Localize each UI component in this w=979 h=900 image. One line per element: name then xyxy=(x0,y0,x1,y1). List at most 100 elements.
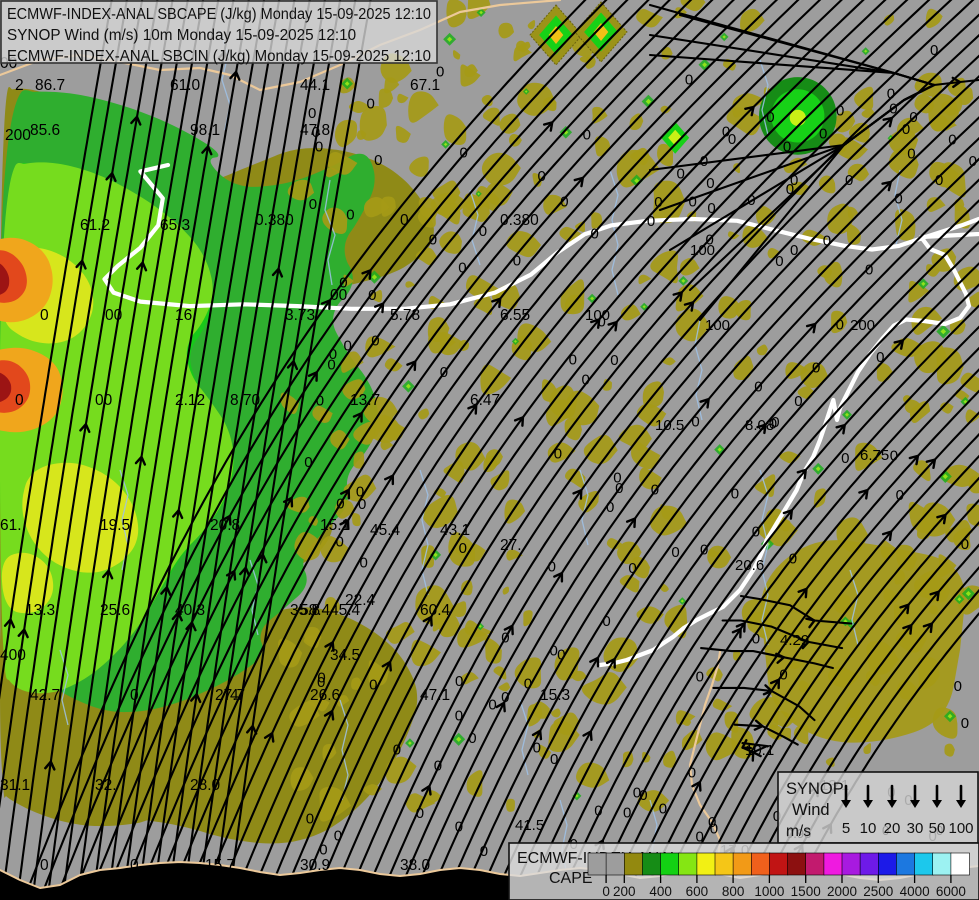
svg-text:0: 0 xyxy=(339,274,347,291)
svg-text:0.380: 0.380 xyxy=(500,212,539,229)
svg-text:0: 0 xyxy=(722,124,730,141)
svg-text:0: 0 xyxy=(336,533,344,550)
svg-text:15.3: 15.3 xyxy=(540,687,570,704)
svg-text:ECMWF-INDEX-ANAL SBCIN (J/kg): ECMWF-INDEX-ANAL SBCIN (J/kg) Monday 15-… xyxy=(7,48,431,65)
svg-text:0.380: 0.380 xyxy=(255,212,294,229)
svg-text:0: 0 xyxy=(710,821,718,838)
svg-text:0: 0 xyxy=(479,223,487,240)
svg-text:0: 0 xyxy=(533,740,541,757)
svg-text:0: 0 xyxy=(823,233,831,250)
svg-text:0: 0 xyxy=(889,100,897,117)
svg-text:0: 0 xyxy=(538,168,546,185)
svg-text:100: 100 xyxy=(585,307,610,324)
svg-text:0: 0 xyxy=(779,667,787,684)
svg-text:30: 30 xyxy=(907,820,924,837)
svg-text:0: 0 xyxy=(501,689,509,706)
svg-text:44.1: 44.1 xyxy=(300,77,330,94)
svg-text:10.1: 10.1 xyxy=(745,742,774,759)
svg-text:15.7: 15.7 xyxy=(205,857,235,874)
svg-text:0: 0 xyxy=(954,678,962,695)
svg-text:0: 0 xyxy=(671,544,679,561)
svg-text:0: 0 xyxy=(130,687,139,704)
svg-text:0: 0 xyxy=(613,469,621,486)
svg-text:0: 0 xyxy=(346,206,354,223)
svg-text:0: 0 xyxy=(651,481,659,498)
svg-text:0: 0 xyxy=(594,803,602,820)
svg-text:38.0: 38.0 xyxy=(400,857,431,874)
svg-text:0: 0 xyxy=(455,819,463,836)
svg-text:0: 0 xyxy=(315,139,323,156)
svg-text:0: 0 xyxy=(480,843,488,860)
svg-text:98.1: 98.1 xyxy=(190,122,220,139)
svg-text:6.47: 6.47 xyxy=(470,392,500,409)
svg-text:0: 0 xyxy=(948,132,956,149)
svg-text:0: 0 xyxy=(606,499,614,516)
svg-text:0: 0 xyxy=(393,742,401,759)
svg-text:61.: 61. xyxy=(0,517,22,534)
svg-text:0: 0 xyxy=(455,673,463,690)
svg-text:47.1: 47.1 xyxy=(420,687,450,704)
svg-text:0: 0 xyxy=(894,191,902,208)
svg-text:4000: 4000 xyxy=(900,884,930,899)
svg-text:0: 0 xyxy=(591,226,599,243)
svg-text:10.5: 10.5 xyxy=(655,417,684,434)
svg-text:42.7: 42.7 xyxy=(30,687,60,704)
svg-text:0: 0 xyxy=(344,337,352,354)
svg-text:0: 0 xyxy=(654,194,662,211)
svg-text:100: 100 xyxy=(948,820,973,837)
svg-text:0: 0 xyxy=(969,153,977,170)
svg-text:0: 0 xyxy=(334,828,342,845)
svg-text:100: 100 xyxy=(705,317,730,334)
svg-text:61.2: 61.2 xyxy=(80,217,110,234)
svg-text:ECMWF-INDEX-ANAL SBCAPE (J/kg): ECMWF-INDEX-ANAL SBCAPE (J/kg) Monday 15… xyxy=(7,6,431,23)
svg-text:0: 0 xyxy=(754,378,762,395)
svg-text:0: 0 xyxy=(488,697,496,714)
svg-text:0: 0 xyxy=(429,232,437,249)
svg-text:0: 0 xyxy=(554,446,562,463)
svg-text:0: 0 xyxy=(360,554,368,571)
svg-text:61.0: 61.0 xyxy=(170,77,201,94)
svg-text:200: 200 xyxy=(613,884,636,899)
svg-text:0: 0 xyxy=(659,801,667,818)
svg-text:0: 0 xyxy=(790,172,798,189)
svg-text:0: 0 xyxy=(358,496,366,513)
svg-text:60.4: 60.4 xyxy=(420,602,451,619)
svg-text:4.29: 4.29 xyxy=(780,632,809,649)
svg-text:0: 0 xyxy=(306,811,314,828)
svg-text:19.5: 19.5 xyxy=(100,517,130,534)
svg-text:13.3: 13.3 xyxy=(25,602,55,619)
svg-text:0: 0 xyxy=(633,785,641,802)
svg-text:6000: 6000 xyxy=(936,884,966,899)
svg-text:0: 0 xyxy=(319,842,327,859)
svg-text:0: 0 xyxy=(819,126,827,143)
svg-text:20.8: 20.8 xyxy=(210,517,240,534)
svg-text:45.4: 45.4 xyxy=(330,602,361,619)
svg-text:6.75: 6.75 xyxy=(860,447,889,464)
svg-text:0: 0 xyxy=(752,630,760,647)
svg-text:13.7: 13.7 xyxy=(350,392,380,409)
svg-text:0: 0 xyxy=(434,757,442,774)
svg-text:43.1: 43.1 xyxy=(440,522,470,539)
svg-text:0: 0 xyxy=(459,540,467,557)
svg-text:0: 0 xyxy=(775,253,783,270)
svg-text:200: 200 xyxy=(850,317,875,334)
svg-text:800: 800 xyxy=(722,884,745,899)
svg-text:2000: 2000 xyxy=(827,884,857,899)
svg-text:0: 0 xyxy=(610,352,618,369)
svg-text:600: 600 xyxy=(686,884,709,899)
svg-text:Wind: Wind xyxy=(792,801,830,819)
svg-text:8.70: 8.70 xyxy=(230,392,261,409)
svg-text:0: 0 xyxy=(685,72,693,89)
svg-text:10: 10 xyxy=(860,820,877,837)
svg-text:50: 50 xyxy=(929,820,946,837)
svg-text:0: 0 xyxy=(930,42,938,59)
svg-text:00: 00 xyxy=(105,307,123,324)
svg-text:m/s: m/s xyxy=(786,823,811,840)
svg-text:CAPE: CAPE xyxy=(549,870,593,887)
svg-text:0: 0 xyxy=(582,372,590,389)
svg-text:0: 0 xyxy=(689,193,697,210)
svg-text:0: 0 xyxy=(700,542,708,559)
svg-text:0: 0 xyxy=(40,307,49,324)
svg-text:0: 0 xyxy=(501,630,509,647)
svg-text:0: 0 xyxy=(436,64,444,81)
